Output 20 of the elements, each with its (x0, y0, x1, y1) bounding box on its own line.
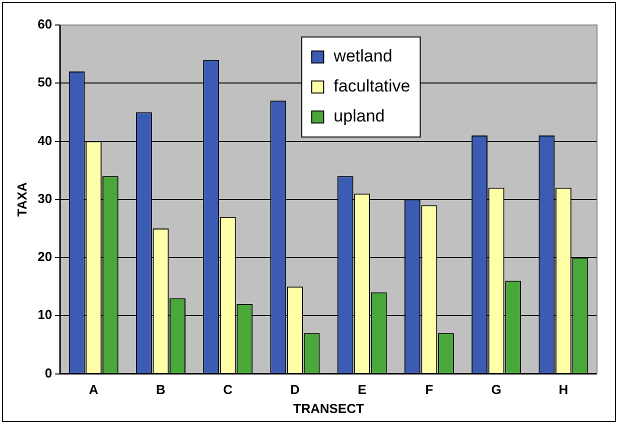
x-tick-label: B (156, 382, 166, 398)
legend-label: wetland (332, 46, 392, 66)
y-tick-label: 0 (44, 365, 52, 380)
x-tick-label: G (491, 382, 502, 398)
x-tick-label: D (290, 382, 300, 398)
x-tick-label: C (223, 382, 234, 398)
legend-label: upland (334, 106, 385, 126)
y-tick-label: 40 (38, 132, 52, 148)
y-tick-label: 30 (38, 190, 52, 206)
x-tick-label: A (88, 382, 99, 398)
y-tick-label: 50 (38, 74, 52, 90)
x-tick-label: H (558, 382, 568, 398)
y-tick-label: 10 (38, 307, 52, 322)
y-tick-label: 60 (38, 16, 52, 32)
x-tick-label: E (358, 382, 367, 398)
y-tick-label: 20 (38, 249, 52, 264)
legend-label: facultative (334, 76, 410, 96)
x-axis-title: TRANSECT (293, 400, 364, 416)
y-axis-title: TAXA (14, 182, 30, 217)
x-tick-label: F (425, 382, 434, 398)
